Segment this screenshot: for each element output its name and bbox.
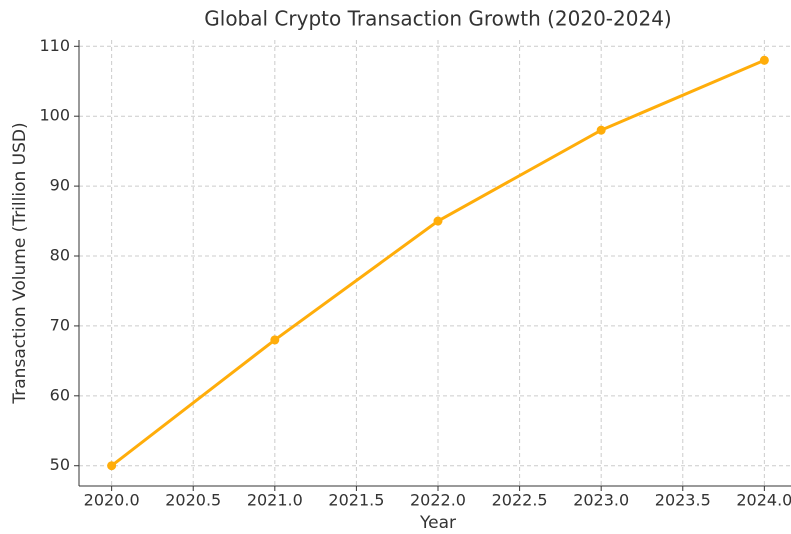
y-tick-label: 80 [50,246,70,265]
point [433,216,443,226]
y-tick-label: 90 [50,176,70,195]
x-axis-label: Year [419,513,456,533]
y-tick-label: 100 [39,106,70,125]
point [107,461,117,471]
point [596,125,606,135]
x-tick-label: 2023.0 [573,491,629,510]
x-tick-label: 2021.5 [328,491,384,510]
x-tick-label: 2022.5 [492,491,548,510]
x-tick-label: 2021.0 [247,491,303,510]
y-tick-label: 60 [50,385,70,404]
y-tick-label: 70 [50,315,70,334]
y-tick-label: 110 [39,36,70,55]
y-axis-label: Transaction Volume (Trillion USD) [10,122,30,404]
x-tick-label: 2020.5 [165,491,221,510]
chart-title: Global Crypto Transaction Growth (2020-2… [204,7,671,31]
point [270,335,280,345]
point [759,55,769,65]
x-tick-label: 2020.0 [84,491,140,510]
x-tick-label: 2024.0 [736,491,791,510]
y-tick-label: 50 [50,455,70,474]
x-tick-label: 2023.5 [655,491,711,510]
x-tick-label: 2022.0 [410,491,466,510]
